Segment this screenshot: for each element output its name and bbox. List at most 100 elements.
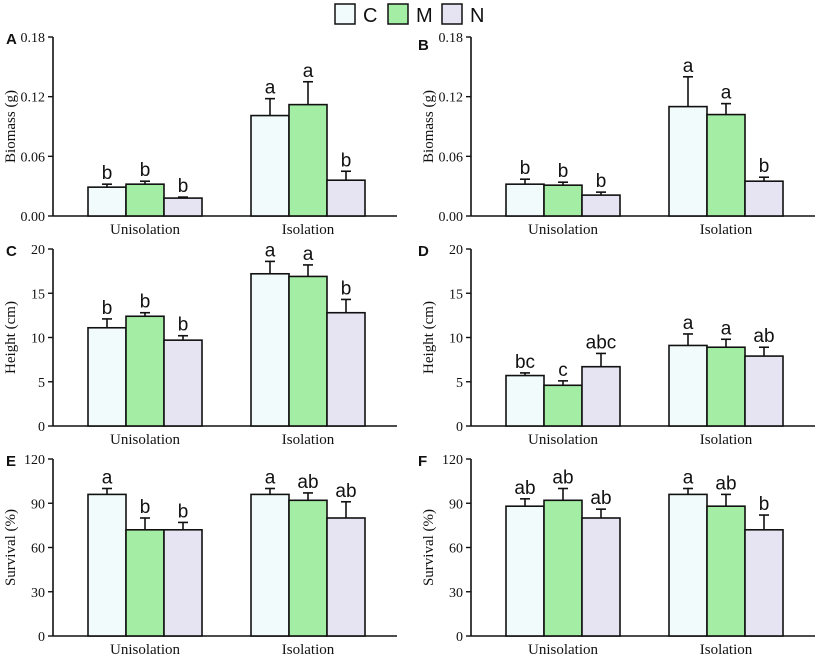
y-tick-label: 0.06 xyxy=(439,150,464,165)
bar-c-unisolation xyxy=(505,505,545,637)
significance-letter: a xyxy=(265,468,276,489)
y-tick-label: 15 xyxy=(31,287,45,302)
x-category-label: Unisolation xyxy=(110,432,180,448)
y-axis-title: Height (cm) xyxy=(421,301,437,374)
y-tick-label: 15 xyxy=(449,287,463,302)
y-tick-label: 20 xyxy=(31,243,45,258)
bar-c-unisolation xyxy=(505,183,545,217)
significance-letter: ab xyxy=(552,468,573,489)
y-tick-label: 0.18 xyxy=(439,31,464,46)
bar-m-unisolation xyxy=(125,528,165,637)
y-tick-label: 10 xyxy=(31,332,45,347)
x-category-label: Unisolation xyxy=(528,222,598,238)
y-tick-label: 0.00 xyxy=(21,210,46,225)
bar-c-unisolation xyxy=(87,493,127,637)
y-tick-label: 0.00 xyxy=(439,210,464,225)
bar-n-unisolation xyxy=(163,197,203,217)
significance-letter: c xyxy=(558,360,568,381)
panels: A Biomass (g) 0.00 0.06 0.12 0.18 b b b Unisolati… xyxy=(3,31,815,658)
bar-n-unisolation xyxy=(581,194,621,217)
x-category-label: Isolation xyxy=(282,222,335,238)
bar-n-unisolation xyxy=(163,528,203,637)
y-tick-label: 120 xyxy=(442,453,463,468)
bar-n-unisolation xyxy=(581,365,621,427)
significance-letter: a xyxy=(721,318,732,339)
bar-n-isolation xyxy=(326,179,366,217)
panel-b: B Biomass (g) 0.00 0.06 0.12 0.18 b b b Unisolati… xyxy=(418,31,815,238)
significance-letter: a xyxy=(683,56,694,77)
y-tick-label: 10 xyxy=(449,332,463,347)
significance-letter: ab xyxy=(335,481,356,502)
significance-letter: abc xyxy=(586,332,617,353)
significance-letter: b xyxy=(520,158,531,179)
y-tick-label: 0.06 xyxy=(21,150,46,165)
y-axis-title: Survival (%) xyxy=(3,509,19,586)
significance-letter: a xyxy=(303,244,314,265)
bar-c-isolation xyxy=(668,344,708,427)
bar-c-unisolation xyxy=(87,326,127,427)
bar-m-unisolation xyxy=(543,499,583,637)
significance-letter: b xyxy=(759,494,770,515)
significance-letter: a xyxy=(683,313,694,334)
bar-c-isolation xyxy=(668,493,708,637)
y-tick-label: 20 xyxy=(449,243,463,258)
y-tick-label: 0 xyxy=(38,630,45,645)
x-category-label: Isolation xyxy=(700,432,753,448)
y-tick-label: 60 xyxy=(449,542,463,557)
y-tick-label: 90 xyxy=(31,497,45,512)
bar-n-isolation xyxy=(744,528,784,637)
significance-letter: a xyxy=(683,468,694,489)
y-tick-label: 0 xyxy=(456,420,463,435)
significance-letter: a xyxy=(721,83,732,104)
significance-letter: b xyxy=(759,156,770,177)
bar-c-isolation xyxy=(250,272,290,427)
y-tick-label: 0.18 xyxy=(21,31,46,46)
y-tick-label: 0.12 xyxy=(439,91,464,106)
legend-label-m: M xyxy=(416,5,433,27)
panel-c: C Height (cm) 0 5 10 15 20 b b b Unisolation a a b Iso… xyxy=(3,240,397,448)
significance-letter: b xyxy=(178,501,189,522)
significance-letter: b xyxy=(140,497,151,518)
significance-letter: ab xyxy=(753,326,774,347)
x-category-label: Unisolation xyxy=(528,432,598,448)
significance-letter: ab xyxy=(514,478,535,499)
y-tick-label: 0.12 xyxy=(21,91,46,106)
x-category-label: Unisolation xyxy=(528,642,598,658)
bar-m-isolation xyxy=(288,499,328,637)
y-tick-label: 0 xyxy=(38,420,45,435)
y-tick-label: 5 xyxy=(456,376,463,391)
bar-n-isolation xyxy=(744,355,784,427)
bar-c-isolation xyxy=(668,105,708,217)
bar-m-unisolation xyxy=(125,183,165,217)
bar-m-unisolation xyxy=(543,184,583,217)
bar-m-unisolation xyxy=(543,384,583,427)
bar-m-isolation xyxy=(706,113,746,217)
significance-letter: b xyxy=(102,163,113,184)
y-axis-title: Height (cm) xyxy=(3,301,19,374)
panel-a: A Biomass (g) 0.00 0.06 0.12 0.18 b b b Unisolati… xyxy=(3,31,397,238)
bar-c-isolation xyxy=(250,114,290,217)
panel-label: C xyxy=(6,243,17,260)
significance-letter: b xyxy=(140,292,151,313)
significance-letter: a xyxy=(265,240,276,261)
panel-label: F xyxy=(418,453,427,470)
bar-n-isolation xyxy=(744,180,784,217)
significance-letter: b xyxy=(178,176,189,197)
bar-m-isolation xyxy=(288,103,328,217)
legend-swatch-m xyxy=(387,3,409,25)
y-axis-title: Survival (%) xyxy=(421,509,437,586)
legend-swatch-n xyxy=(441,3,463,25)
y-axis-title: Biomass (g) xyxy=(421,90,437,163)
significance-letter: bc xyxy=(515,352,535,373)
x-category-label: Unisolation xyxy=(110,642,180,658)
bar-c-unisolation xyxy=(87,186,127,217)
y-tick-label: 120 xyxy=(24,453,45,468)
x-category-label: Isolation xyxy=(700,222,753,238)
legend-label-c: C xyxy=(363,5,377,27)
x-category-label: Isolation xyxy=(282,642,335,658)
significance-letter: ab xyxy=(715,473,736,494)
panel-label: D xyxy=(418,243,429,260)
panel-label: B xyxy=(418,37,429,54)
